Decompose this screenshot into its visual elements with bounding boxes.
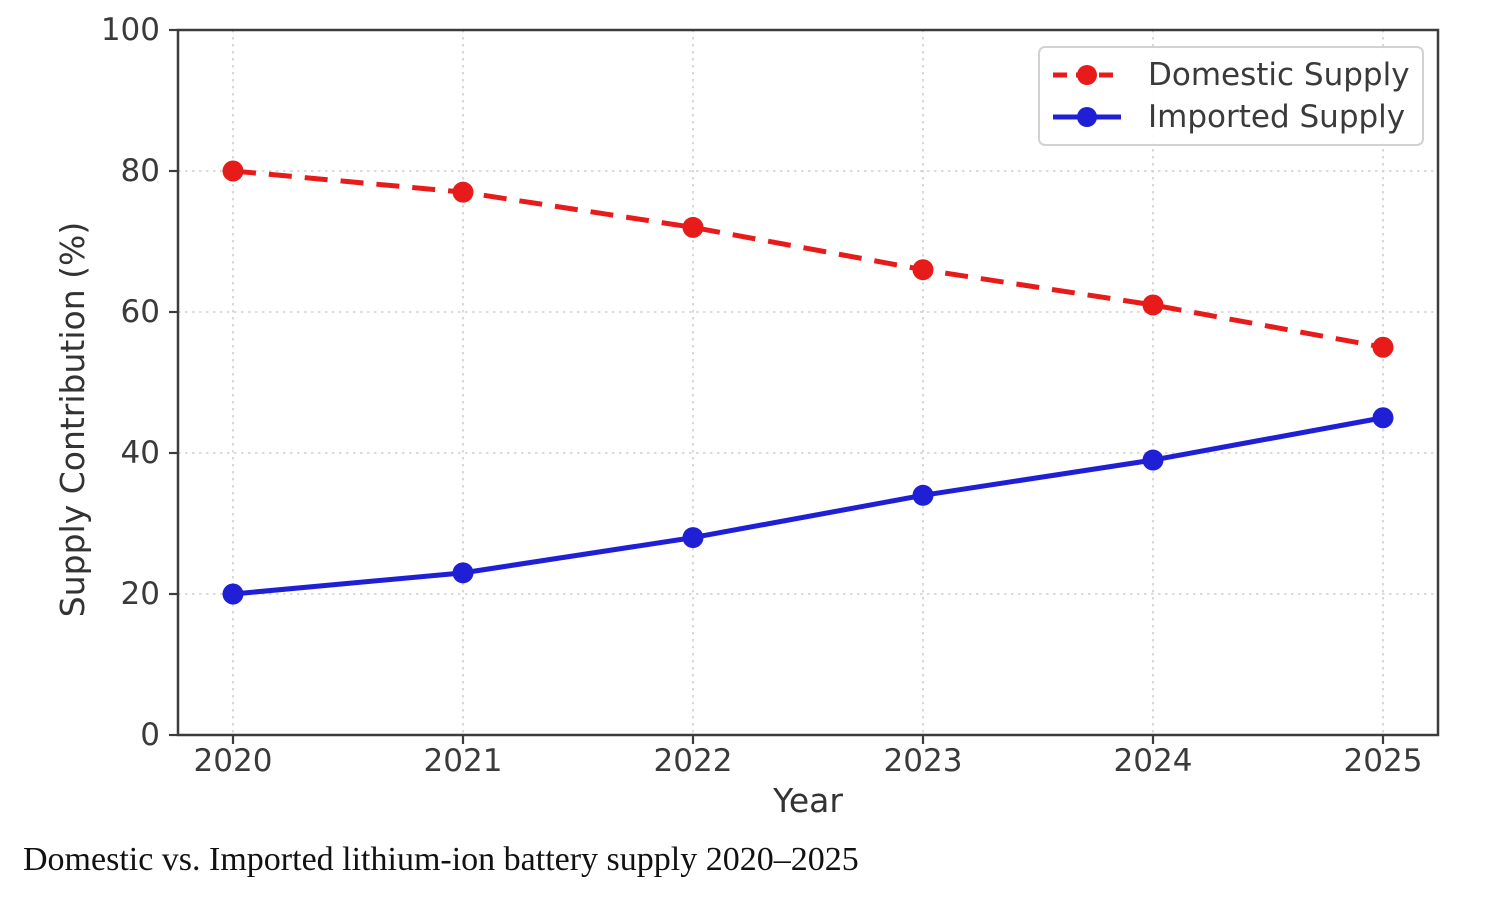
svg-text:60: 60 bbox=[121, 294, 160, 330]
legend-item-domestic-supply: Domestic Supply bbox=[1050, 54, 1414, 96]
figure-caption: Domestic vs. Imported lithium-ion batter… bbox=[23, 841, 859, 878]
svg-text:2025: 2025 bbox=[1344, 743, 1423, 779]
svg-text:80: 80 bbox=[121, 153, 160, 189]
svg-text:2021: 2021 bbox=[424, 743, 503, 779]
svg-text:2020: 2020 bbox=[194, 743, 273, 779]
legend-swatch-dashed-line-icon bbox=[1053, 65, 1121, 85]
svg-text:2022: 2022 bbox=[654, 743, 733, 779]
legend-label-imported-supply: Imported Supply bbox=[1148, 98, 1406, 135]
svg-text:Supply Contribution (%): Supply Contribution (%) bbox=[53, 222, 92, 617]
svg-text:40: 40 bbox=[121, 435, 160, 471]
svg-text:0: 0 bbox=[140, 717, 160, 753]
svg-text:2024: 2024 bbox=[1114, 743, 1193, 779]
line-chart-figure: 0 20 40 60 80 100 2020 2021 2022 2023 2024 2025 Year… bbox=[53, 12, 1440, 820]
chart-legend: Domestic Supply Imported Supply bbox=[1038, 46, 1424, 146]
svg-text:100: 100 bbox=[101, 12, 160, 48]
svg-text:20: 20 bbox=[121, 576, 160, 612]
legend-swatch-solid-line-icon bbox=[1053, 107, 1121, 127]
legend-label-domestic-supply: Domestic Supply bbox=[1148, 56, 1410, 93]
legend-item-imported-supply: Imported Supply bbox=[1050, 96, 1414, 138]
svg-text:Year: Year bbox=[772, 781, 843, 820]
svg-text:2023: 2023 bbox=[884, 743, 963, 779]
line-chart-canvas: 0 20 40 60 80 100 2020 2021 2022 2023 2024 2025 Year… bbox=[53, 12, 1440, 820]
